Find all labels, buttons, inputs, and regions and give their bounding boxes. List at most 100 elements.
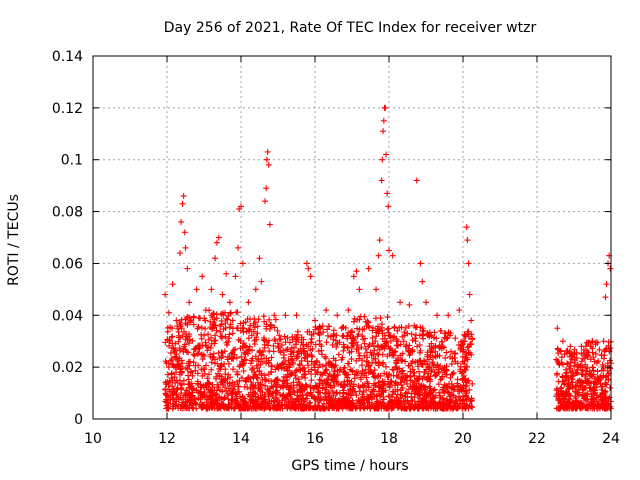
data-point	[251, 341, 258, 348]
data-point	[257, 380, 264, 387]
x-tick-label: 14	[232, 431, 250, 447]
data-point	[223, 342, 230, 349]
data-point	[383, 151, 390, 158]
data-point	[180, 377, 187, 384]
data-point	[164, 328, 171, 335]
data-point	[274, 377, 281, 384]
data-point	[201, 332, 208, 339]
data-point	[247, 322, 254, 329]
y-axis-label: ROTI / TECUs	[6, 194, 22, 286]
data-point	[408, 331, 415, 338]
data-point	[198, 335, 205, 342]
data-point	[208, 359, 215, 366]
data-point	[179, 399, 186, 406]
data-point	[413, 323, 420, 330]
data-point	[394, 342, 401, 349]
data-point	[345, 345, 352, 352]
data-point	[215, 383, 222, 390]
data-point	[179, 200, 186, 207]
data-point	[255, 316, 262, 323]
data-point	[270, 390, 277, 397]
data-point	[322, 355, 329, 362]
data-point	[380, 128, 387, 135]
data-point	[187, 369, 194, 376]
data-point	[184, 366, 191, 373]
data-point	[247, 398, 254, 405]
data-point	[240, 360, 247, 367]
data-point	[218, 354, 225, 361]
x-tick-label: 16	[306, 431, 324, 447]
data-point	[171, 374, 178, 381]
data-point	[254, 375, 261, 382]
data-point	[269, 363, 276, 370]
data-point	[265, 337, 272, 344]
data-point	[182, 341, 189, 348]
data-point	[244, 375, 251, 382]
data-point	[224, 404, 231, 411]
data-point	[606, 384, 613, 391]
data-point	[245, 335, 252, 342]
data-point	[272, 316, 279, 323]
data-point	[192, 400, 199, 407]
data-point	[469, 380, 476, 387]
data-point	[222, 377, 229, 384]
data-point	[226, 324, 233, 331]
data-point	[312, 317, 318, 324]
data-point	[220, 396, 227, 403]
data-point	[345, 307, 352, 314]
data-point	[468, 317, 475, 324]
data-point	[246, 343, 253, 350]
data-point	[559, 338, 566, 345]
data-point	[271, 324, 278, 331]
data-point	[370, 343, 377, 350]
data-point	[256, 405, 263, 412]
data-point	[205, 379, 212, 386]
data-point	[350, 273, 357, 280]
data-point	[272, 394, 279, 401]
data-point	[239, 375, 246, 382]
data-point	[339, 324, 346, 331]
data-point	[253, 334, 260, 341]
data-point	[257, 392, 264, 399]
data-point	[204, 347, 211, 354]
data-point	[210, 350, 217, 357]
data-point	[414, 343, 421, 350]
data-point	[589, 338, 596, 345]
data-point	[247, 393, 254, 400]
data-point	[434, 312, 441, 319]
data-point	[240, 367, 247, 374]
data-point	[237, 320, 244, 327]
data-point	[555, 378, 562, 385]
data-point	[259, 389, 266, 396]
x-tick-label: 20	[454, 431, 472, 447]
data-point	[239, 397, 246, 404]
data-point	[219, 291, 226, 298]
data-point	[282, 312, 289, 319]
y-tick-labels: 0 0.02 0.04 0.06 0.08 0.1 0.12 0.14	[52, 49, 83, 428]
data-point	[190, 313, 197, 320]
data-point	[258, 352, 265, 359]
data-point	[214, 370, 221, 377]
data-point	[164, 404, 171, 411]
data-point	[227, 321, 234, 328]
data-point	[235, 244, 242, 251]
y-tick-label: 0.02	[52, 360, 83, 376]
data-point	[240, 325, 247, 332]
data-point	[268, 369, 275, 376]
data-point	[303, 260, 310, 267]
data-point	[208, 334, 215, 341]
data-point	[240, 319, 247, 326]
data-point	[202, 307, 209, 314]
data-point	[226, 354, 233, 361]
data-point	[305, 265, 312, 272]
data-point	[165, 405, 172, 412]
data-point	[238, 353, 245, 360]
data-point	[323, 366, 330, 373]
data-point	[249, 381, 256, 388]
data-point	[249, 347, 256, 354]
data-point	[216, 394, 223, 401]
data-point	[185, 372, 192, 379]
data-point	[263, 325, 270, 332]
data-point	[210, 318, 217, 325]
data-point	[263, 185, 270, 192]
